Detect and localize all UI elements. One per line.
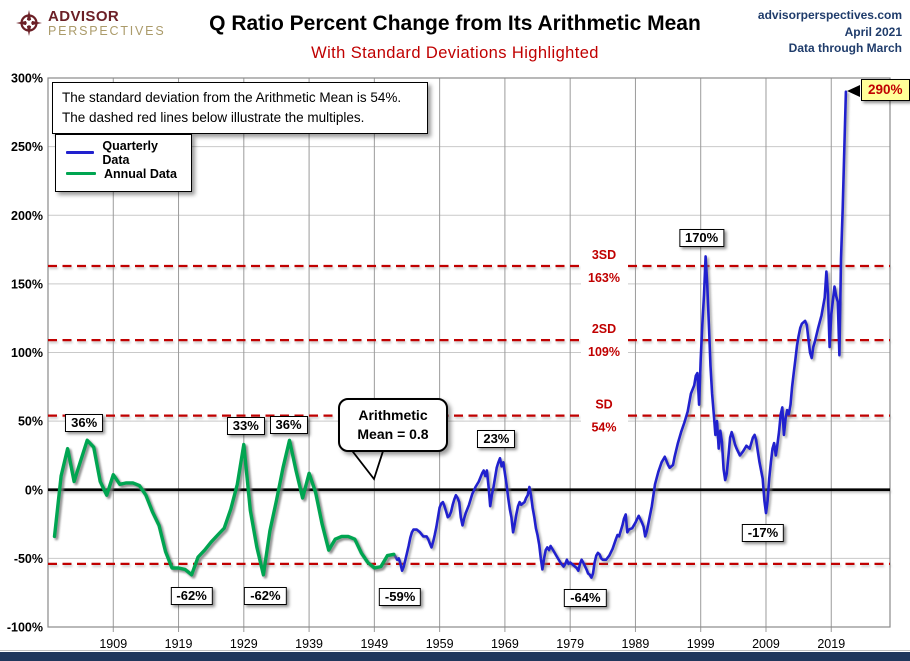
svg-text:SD: SD (595, 398, 612, 412)
advisor-perspectives-logo: ADVISOR PERSPECTIVES (14, 8, 165, 38)
svg-text:2SD: 2SD (592, 322, 616, 336)
svg-text:1999: 1999 (687, 637, 715, 651)
source-meta: advisorperspectives.com April 2021 Data … (758, 7, 902, 57)
svg-text:1929: 1929 (230, 637, 258, 651)
svg-text:1939: 1939 (295, 637, 323, 651)
svg-text:2019: 2019 (817, 637, 845, 651)
svg-text:0%: 0% (25, 483, 43, 497)
mean-callout-line1: Arithmetic (358, 407, 428, 423)
svg-text:1909: 1909 (99, 637, 127, 651)
svg-text:1969: 1969 (491, 637, 519, 651)
legend-label-annual: Annual Data (104, 166, 177, 181)
annotation-neg17pct: -17% (741, 524, 785, 543)
logo-line1: ADVISOR (48, 7, 120, 25)
svg-text:1919: 1919 (165, 637, 193, 651)
annotation-36pct: 36% (65, 414, 104, 433)
svg-text:2009: 2009 (752, 637, 780, 651)
legend-item-annual: Annual Data (66, 163, 184, 184)
site-link[interactable]: advisorperspectives.com (757, 8, 902, 22)
arrow-left-icon (847, 85, 860, 97)
arithmetic-mean-callout: Arithmetic Mean = 0.8 (338, 398, 448, 452)
sd-note-line1: The standard deviation from the Arithmet… (62, 90, 402, 105)
svg-text:50%: 50% (18, 415, 43, 429)
logo-line2: PERSPECTIVES (48, 23, 166, 38)
svg-text:1989: 1989 (622, 637, 650, 651)
sd-note-line2: The dashed red lines below illustrate th… (62, 110, 365, 125)
sd-note-box: The standard deviation from the Arithmet… (52, 82, 428, 134)
svg-text:1979: 1979 (556, 637, 584, 651)
legend-item-quarterly: Quarterly Data (66, 139, 184, 167)
annotation-neg59pct: -59% (378, 587, 422, 606)
latest-value-badge: 290% (861, 79, 910, 101)
legend: Quarterly Data Annual Data (55, 134, 192, 192)
svg-text:3SD: 3SD (592, 248, 616, 262)
svg-text:1949: 1949 (360, 637, 388, 651)
svg-text:200%: 200% (11, 209, 43, 223)
svg-text:1959: 1959 (426, 637, 454, 651)
annotation-neg62pct: -62% (244, 586, 287, 605)
annual-line-swatch (66, 172, 96, 175)
chart-subtitle: With Standard Deviations Highlighted (311, 44, 599, 62)
annotation-36pct: 36% (269, 416, 308, 435)
annotation-23pct: 23% (477, 430, 516, 449)
mean-callout-line2: Mean = 0.8 (357, 426, 429, 442)
svg-text:-100%: -100% (7, 621, 43, 635)
chart-title: Q Ratio Percent Change from Its Arithmet… (209, 12, 701, 35)
svg-text:-50%: -50% (14, 552, 43, 566)
svg-text:150%: 150% (11, 277, 43, 291)
meta-through: Data through March (788, 41, 902, 55)
svg-text:250%: 250% (11, 140, 43, 154)
annotation-33pct: 33% (226, 417, 265, 436)
compass-icon (16, 10, 42, 36)
svg-text:54%: 54% (591, 421, 616, 435)
footer-bar (0, 652, 910, 661)
footer-divider (0, 650, 910, 651)
annotation-neg62pct: -62% (170, 586, 213, 605)
annotation-170pct: 170% (678, 229, 725, 248)
meta-date: April 2021 (844, 24, 902, 39)
svg-text:300%: 300% (11, 72, 43, 86)
legend-label-quarterly: Quarterly Data (102, 138, 158, 167)
svg-text:163%: 163% (588, 271, 620, 285)
quarterly-line-swatch (66, 151, 95, 154)
annotation-neg64pct: -64% (564, 588, 607, 607)
svg-text:100%: 100% (11, 346, 43, 360)
svg-text:109%: 109% (588, 345, 620, 359)
